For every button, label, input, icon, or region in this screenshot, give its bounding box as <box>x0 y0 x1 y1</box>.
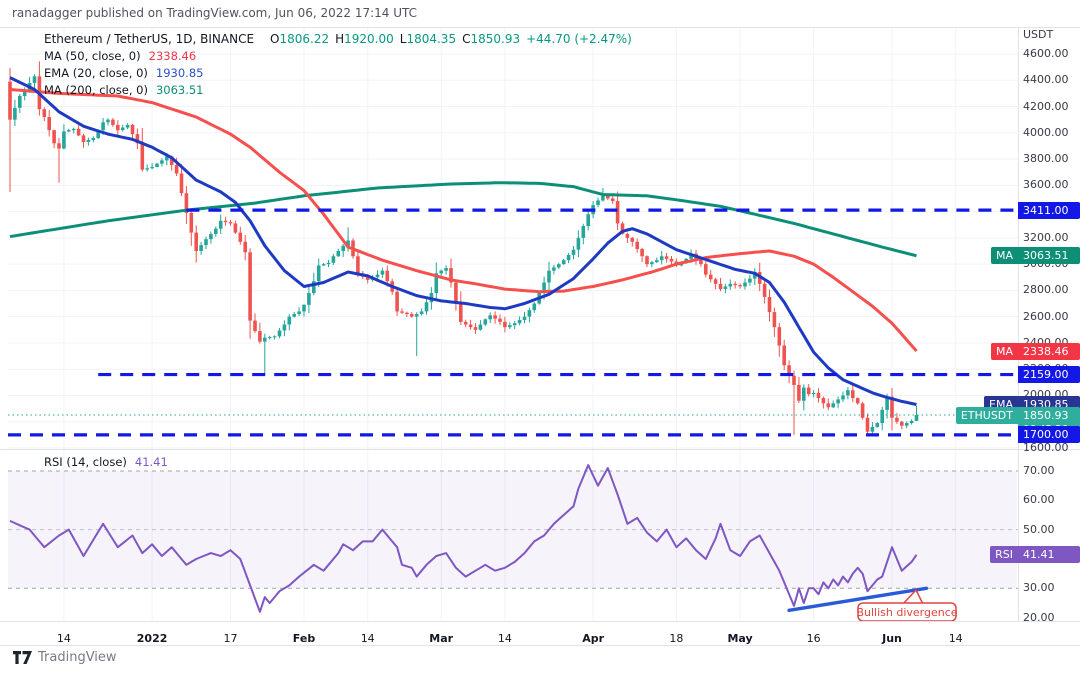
time-axis-label[interactable]: May <box>727 632 753 645</box>
rsi-tick-label: 60.00 <box>1023 493 1055 507</box>
time-axis-label[interactable]: 18 <box>669 632 684 645</box>
axis-badge-label: MA <box>990 247 1018 265</box>
rsi-tick-label: 50.00 <box>1023 522 1055 536</box>
time-axis-label[interactable]: 16 <box>806 632 821 645</box>
attribution-text: ranadagger published on TradingView.com,… <box>12 6 417 20</box>
price-tick-label: 1600.00 <box>1023 440 1069 454</box>
time-axis-label[interactable]: Jun <box>882 632 902 645</box>
price-tick-label: 2800.00 <box>1023 283 1069 297</box>
price-tick-label: 4200.00 <box>1023 99 1069 113</box>
axis-badge-1700.00: 1700.00 <box>1018 426 1080 444</box>
ma-200-line <box>9 181 917 258</box>
axis-badge-label: MA <box>990 342 1018 360</box>
axis-badge-value: 2338.46 <box>1018 342 1080 360</box>
time-axis-label[interactable]: 14 <box>360 632 375 645</box>
ma-50-line <box>9 88 918 352</box>
axis-badge-label: RSI <box>990 546 1018 564</box>
price-tick-label: 4400.00 <box>1023 73 1069 87</box>
axis-layer: 4600.00 4400.00 4200.00 4000.00 3800.00 3600.… <box>0 27 1080 646</box>
axis-badge-label: ETHUSDT <box>955 406 1018 424</box>
price-axis-currency-label: USDT <box>1023 28 1054 41</box>
candles <box>8 61 919 436</box>
axis-badge-41.41: RSI 41.41 <box>990 546 1080 564</box>
annotation-callout[interactable]: Bullish divergence <box>856 588 958 622</box>
footer: TradingView <box>12 650 117 665</box>
axis-badge-3063.51: MA 3063.51 <box>990 247 1080 265</box>
annotation-text: Bullish divergence <box>856 606 957 619</box>
tradingview-logo-icon <box>13 651 32 664</box>
time-axis-label[interactable]: Apr <box>582 632 604 645</box>
axis-badge-value: 3411.00 <box>1018 201 1080 219</box>
chart-canvas[interactable]: Bullish divergence <box>0 27 1080 646</box>
time-axis-label[interactable]: 14 <box>497 632 512 645</box>
rsi-line <box>9 464 918 613</box>
price-tick-label: 4600.00 <box>1023 47 1069 60</box>
divergence-trendline[interactable] <box>787 586 929 613</box>
price-tick-label: 2600.00 <box>1023 309 1069 323</box>
gridlines <box>8 28 1019 621</box>
axis-badge-value: 3063.51 <box>1018 247 1080 265</box>
price-tick-label: 3600.00 <box>1023 178 1069 192</box>
price-tick-label: 3800.00 <box>1023 152 1069 166</box>
time-axis-label[interactable]: 2022 <box>136 632 168 645</box>
axis-badge-2159.00: 2159.00 <box>1018 366 1080 384</box>
attribution-bar: ranadagger published on TradingView.com,… <box>0 0 1080 27</box>
time-axis-label[interactable]: 14 <box>56 632 71 645</box>
rsi-tick-label: 70.00 <box>1023 464 1055 477</box>
rsi-tick-label: 30.00 <box>1023 581 1055 595</box>
time-axis-label[interactable]: 17 <box>223 632 238 645</box>
time-axis-label[interactable]: Feb <box>292 632 316 645</box>
time-axis-label[interactable]: Mar <box>429 632 454 645</box>
axis-badge-value: 41.41 <box>1018 546 1080 564</box>
axis-badge-3411.00: 3411.00 <box>1018 201 1080 219</box>
tradingview-brand-text: TradingView <box>38 650 117 665</box>
axis-badge-value: 1700.00 <box>1018 426 1080 444</box>
price-tick-label: 4000.00 <box>1023 125 1069 139</box>
rsi-tick-label: 20.00 <box>1023 610 1055 624</box>
axis-badge-2338.46: MA 2338.46 <box>990 342 1080 360</box>
price-tick-label: 3200.00 <box>1023 230 1069 244</box>
chart-area[interactable]: Bullish divergence Ethereum / TetherUS, … <box>0 27 1080 646</box>
axis-badge-value: 2159.00 <box>1018 366 1080 384</box>
time-axis-label[interactable]: 14 <box>948 632 963 645</box>
ema-20-line <box>9 76 917 406</box>
